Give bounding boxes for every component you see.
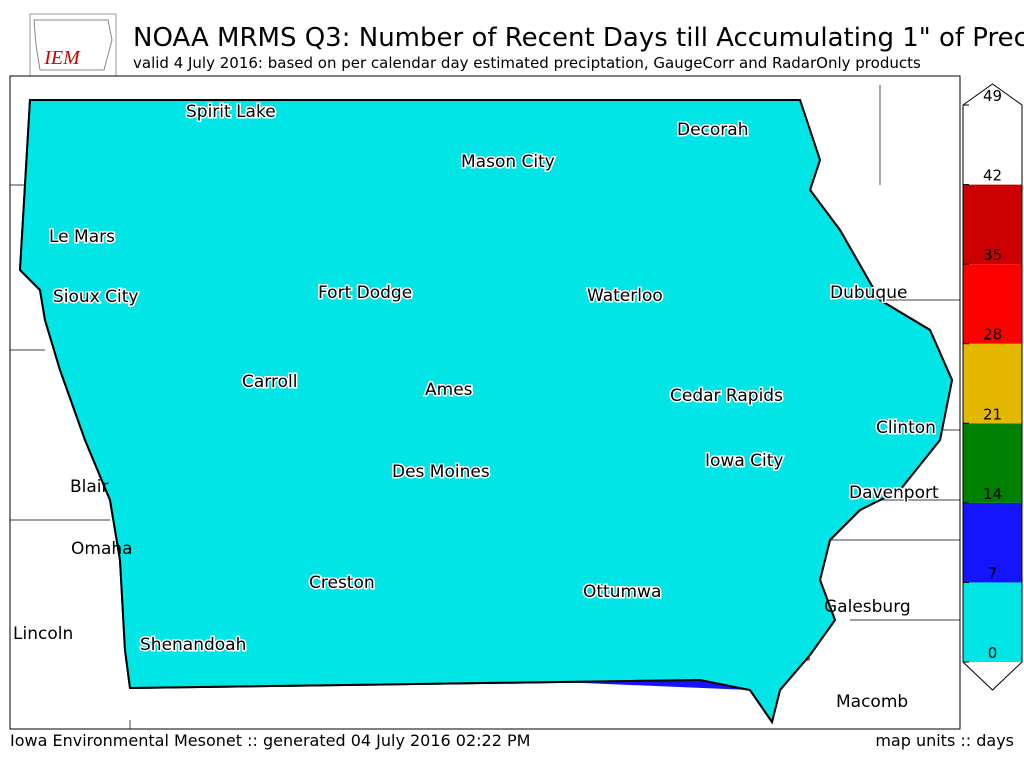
city: Creston <box>309 573 375 593</box>
logo-box <box>29 13 117 77</box>
city: Ames <box>425 380 473 400</box>
colorbar-tick-label: 21 <box>983 405 1002 423</box>
colorbar: 0 7 14 21 28 35 42 49 <box>962 83 1023 691</box>
city: Shenandoah <box>140 635 246 655</box>
city: Galesburg <box>824 597 911 617</box>
city: Ottumwa <box>583 582 661 602</box>
city: Mason City <box>461 152 555 172</box>
colorbar-tick-label: 42 <box>983 167 1002 185</box>
title: NOAA MRMS Q3: Number of Recent Days till… <box>133 23 1024 53</box>
city: Cedar Rapids <box>670 386 783 406</box>
city: Decorah <box>677 120 748 140</box>
colorbar-band <box>963 423 1022 503</box>
colorbar-band <box>963 502 1022 583</box>
colorbar-tick-label: 0 <box>988 644 998 662</box>
colorbar-band <box>963 582 1022 662</box>
city: Clinton <box>876 418 936 438</box>
city: Waterloo <box>587 286 663 306</box>
city: Fort Dodge <box>318 283 412 303</box>
map <box>9 75 961 730</box>
colorbar-band <box>963 105 1022 185</box>
subtitle: valid 4 July 2016: based on per calendar… <box>133 54 921 72</box>
colorbar-band <box>963 184 1022 265</box>
colorbar-tick-label: 49 <box>983 87 1002 105</box>
colorbar-tick-label: 35 <box>983 246 1002 264</box>
city: Omaha <box>71 539 133 559</box>
city: Spirit Lake <box>186 102 276 122</box>
city: Iowa City <box>705 451 783 471</box>
city: Sioux City <box>53 287 138 307</box>
colorbar-band <box>963 343 1022 424</box>
city: Le Mars <box>49 227 115 247</box>
colorbar-tick-label: 7 <box>988 564 998 582</box>
colorbar-tick-label: 28 <box>983 326 1002 344</box>
logo-text: IEM <box>43 47 81 69</box>
city: Blair <box>70 477 109 497</box>
city: Macomb <box>836 692 908 712</box>
city-labels: Spirit Lake Decorah Mason City Le Mars S… <box>13 101 940 713</box>
city: Lincoln <box>13 624 73 644</box>
logo: IEM <box>29 13 117 77</box>
logo-state <box>33 19 113 71</box>
city: Dubuque <box>830 283 907 303</box>
footer-right: map units :: days <box>875 731 1014 750</box>
colorbar-tick-label: 14 <box>983 485 1002 503</box>
city: Carroll <box>242 372 297 392</box>
city: Davenport <box>849 483 939 503</box>
footer-left: Iowa Environmental Mesonet :: generated … <box>10 731 530 750</box>
colorbar-band <box>963 264 1022 344</box>
iowa-outline <box>19 99 953 723</box>
city: Des Moines <box>392 462 490 482</box>
